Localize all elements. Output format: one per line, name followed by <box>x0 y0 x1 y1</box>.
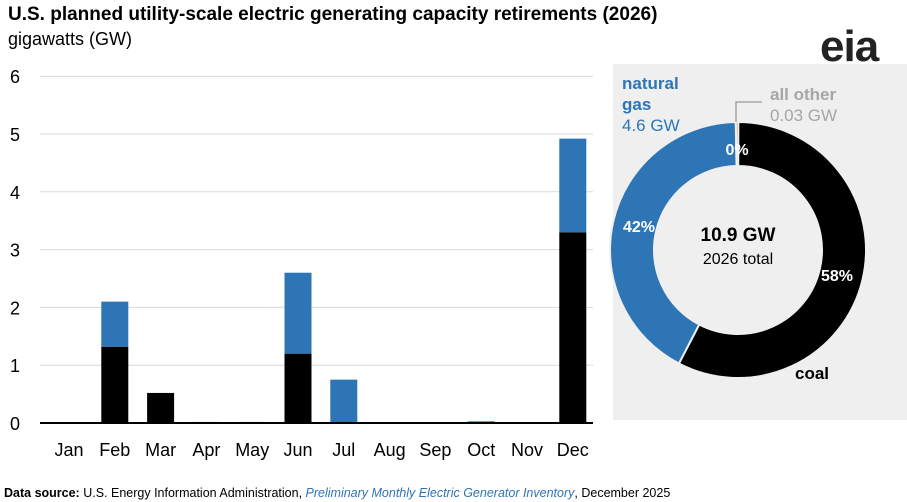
y-tick-label: 3 <box>10 241 20 261</box>
legend-other-value: 0.03 GW <box>770 106 837 125</box>
x-tick-label: Apr <box>192 440 220 460</box>
gas-pct: 42% <box>623 219 655 236</box>
x-tick-label: May <box>235 440 269 460</box>
legend-gas-value: 4.6 GW <box>622 116 680 135</box>
bar-coal-feb <box>101 346 129 423</box>
y-tick-label: 2 <box>10 298 20 318</box>
legend-gas-line1: natural <box>622 74 679 93</box>
donut-center-label: 2026 total <box>703 251 773 268</box>
x-tick-label: Mar <box>145 440 176 460</box>
x-tick-label: Aug <box>374 440 406 460</box>
bar-coal-dec <box>559 232 587 423</box>
x-tick-label: Feb <box>99 440 130 460</box>
bar-natural_gas-jun <box>284 272 312 354</box>
donut-slice-natural_gas <box>609 121 738 365</box>
donut-center-value: 10.9 GW <box>701 225 776 246</box>
x-tick-label: Jul <box>332 440 355 460</box>
eia-logo: eia <box>820 22 879 71</box>
y-tick-label: 1 <box>10 356 20 376</box>
x-tick-label: Jan <box>54 440 83 460</box>
source-title: Preliminary Monthly Electric Generator I… <box>305 486 575 500</box>
bar-natural_gas-jul <box>330 379 358 423</box>
donut-slice-other <box>734 120 740 168</box>
bar-natural_gas-dec <box>559 138 587 233</box>
bar-coal-mar <box>147 392 175 423</box>
other-pct: 0% <box>725 142 748 159</box>
legend-coal: coal <box>795 364 829 383</box>
x-tick-label: Oct <box>467 440 495 460</box>
bar-natural_gas-feb <box>101 301 129 347</box>
donut-slice-coal <box>677 120 867 379</box>
source-label: Data source: <box>4 486 80 500</box>
legend-gas-line2: gas <box>622 95 651 114</box>
y-tick-label: 4 <box>10 183 20 203</box>
y-tick-label: 5 <box>10 125 20 145</box>
bar-coal-jun <box>284 353 312 423</box>
source-date: , December 2025 <box>574 486 671 500</box>
y-tick-label: 0 <box>10 414 20 434</box>
x-tick-label: Jun <box>283 440 312 460</box>
x-tick-label: Nov <box>511 440 543 460</box>
source-note: Data source: U.S. Energy Information Adm… <box>4 486 670 500</box>
legend-other-label: all other <box>770 85 837 104</box>
source-text: U.S. Energy Information Administration, <box>79 486 306 500</box>
chart-title: U.S. planned utility-scale electric gene… <box>8 4 658 25</box>
x-tick-label: Sep <box>419 440 451 460</box>
y-tick-label: 6 <box>10 67 20 87</box>
other-leader-line <box>735 101 762 122</box>
x-tick-label: Dec <box>557 440 589 460</box>
y-axis-unit: gigawatts (GW) <box>8 29 133 49</box>
coal-pct: 58% <box>821 268 853 285</box>
